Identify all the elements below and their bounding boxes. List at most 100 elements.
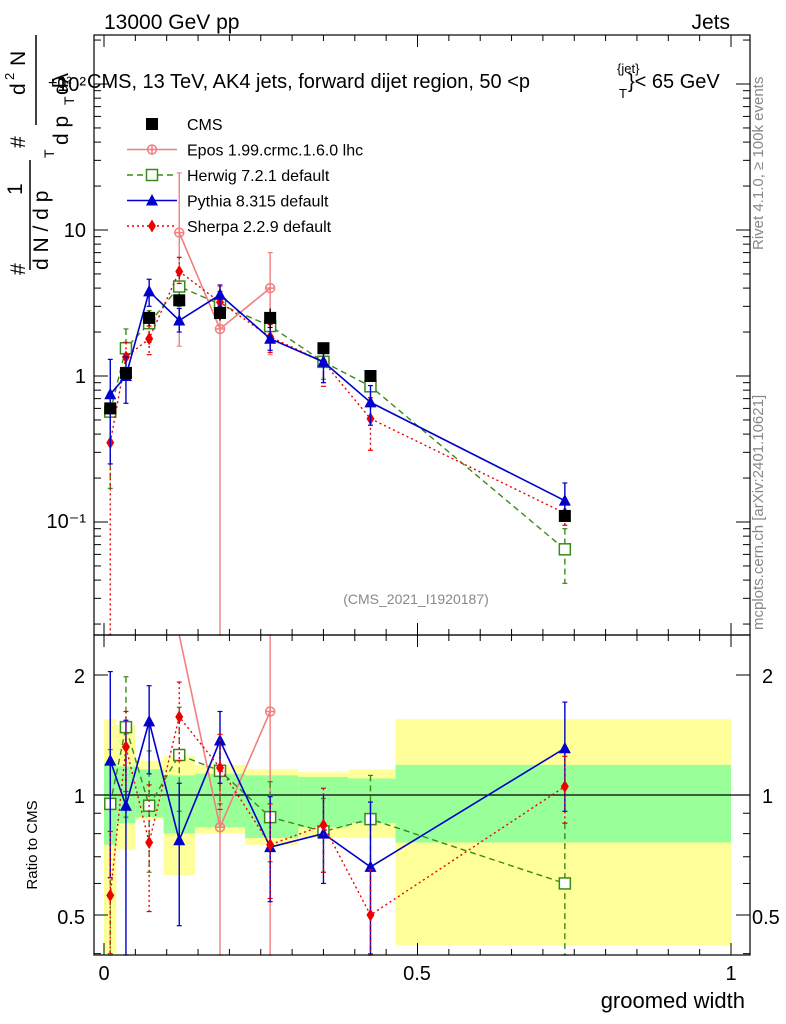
ylabel-part-4: #	[7, 136, 30, 148]
legend-label-sherpa: Sherpa 2.2.9 default	[187, 219, 332, 236]
legend-marker-epos	[146, 144, 158, 155]
legend-entry-cms: CMS	[146, 117, 223, 134]
ratio-marker-pythia-3	[173, 833, 186, 846]
plot-title-exp: +0²	[48, 75, 72, 92]
plot-title-sup: {jet}	[617, 61, 640, 76]
main-marker-epos-1	[214, 323, 226, 335]
plot-title-end: }< 65 GeV	[628, 71, 720, 93]
xtick-label-1: 0.5	[403, 963, 431, 985]
legend-label-cms: CMS	[187, 117, 223, 134]
ratio-marker-sherpa-4	[215, 761, 224, 775]
ytick-label-3: 10²	[57, 74, 86, 96]
main-marker-pythia-4	[213, 288, 226, 300]
main-marker-epos-0	[173, 227, 185, 238]
ylabel-part-6: T	[61, 96, 77, 105]
main-marker-cms-4	[213, 307, 226, 320]
legend: CMS Epos 1.99.crmc.1.6.0 lhc Herwig 7.2.1 …	[127, 117, 363, 236]
axis-ticks	[94, 35, 750, 955]
legend-entry-pythia: Pythia 8.315 default	[127, 194, 329, 211]
ratio-marker-sherpa-0	[106, 888, 115, 902]
legend-marker-sherpa	[148, 219, 156, 233]
xtick-label-2: 1	[725, 963, 736, 985]
ratio-marker-pythia-7	[364, 860, 377, 872]
main-marker-cms-7	[364, 370, 377, 382]
main-line-sherpa	[109, 270, 566, 514]
main-marker-cms-8	[558, 509, 571, 522]
main-marker-pythia-3	[173, 313, 186, 326]
main-ylabel: # 1 d N / d p T # d p T dλ d 2 N	[2, 35, 77, 275]
ylabel-part-5: d p	[50, 116, 73, 145]
legend-entry-sherpa: Sherpa 2.2.9 default	[127, 219, 332, 236]
plot-title-main: CMS, 13 TeV, AK4 jets, forward dijet reg…	[87, 71, 530, 93]
main-series-epos	[173, 172, 276, 636]
legend-label-pythia: Pythia 8.315 default	[187, 194, 329, 211]
main-marker-cms-1	[119, 366, 132, 379]
side-rivet-label: Rivet 4.1.0, ≥ 100k events	[750, 77, 767, 250]
ratio-ylabel: Ratio to CMS	[24, 800, 41, 889]
legend-entry-herwig: Herwig 7.2.1 default	[127, 168, 330, 185]
ylabel-part-3: T	[41, 149, 57, 158]
analysis-watermark: (CMS_2021_I1920187)	[343, 591, 489, 607]
ratio-marker-pythia-6	[317, 827, 330, 839]
legend-label-herwig: Herwig 7.2.1 default	[187, 168, 330, 185]
main-marker-pythia-7	[364, 395, 377, 408]
main-marker-epos-2	[264, 282, 276, 294]
main-marker-sherpa-2	[145, 332, 154, 346]
main-marker-pythia-2	[143, 284, 156, 297]
ylabel-part-1: 1	[4, 183, 27, 195]
header-right: Jets	[691, 11, 730, 34]
ratio-panel	[94, 634, 750, 956]
ylabel-part-7: dλ	[50, 72, 73, 95]
ytick-label-0: 10⁻¹	[47, 511, 87, 533]
header-left: 13000 GeV pp	[104, 11, 239, 34]
band-stat-5	[245, 775, 299, 839]
ylabel-part-0: #	[7, 263, 30, 275]
main-marker-cms-6	[317, 342, 330, 355]
main-marker-pythia-6	[317, 355, 330, 367]
ylabel-part-10: N	[7, 51, 30, 66]
band-stat-8	[395, 764, 731, 843]
ratio-ytick-left-0: 0.5	[57, 907, 85, 929]
main-marker-pythia-5	[264, 332, 277, 344]
ratio-marker-pythia-8	[558, 741, 571, 754]
main-marker-pythia-0	[104, 387, 117, 400]
ratio-marker-epos-1	[214, 822, 226, 833]
ratio-ytick-left-1: 1	[74, 786, 85, 808]
ratio-marker-herwig-8	[558, 877, 572, 890]
ratio-ytick-right-0: 0.5	[752, 907, 780, 929]
main-marker-herwig-3	[172, 280, 186, 293]
ratio-marker-pythia-1	[119, 799, 132, 811]
ratio-ytick-right-1: 1	[762, 786, 773, 808]
main-series-pythia	[104, 278, 571, 520]
ratio-marker-sherpa-2	[145, 836, 154, 850]
xtick-label-0: 0	[98, 963, 109, 985]
main-marker-cms-5	[264, 311, 277, 324]
main-marker-pythia-8	[558, 494, 571, 506]
ratio-marker-sherpa-3	[175, 710, 184, 724]
plot-title: +0² CMS, 13 TeV, AK4 jets, forward dijet…	[48, 61, 720, 101]
legend-marker-cms	[146, 118, 158, 130]
ratio-ytick-right-2: 2	[762, 666, 773, 688]
ratio-marker-sherpa-6	[319, 818, 328, 832]
legend-marker-herwig	[145, 168, 159, 182]
ratio-marker-pythia-0	[104, 754, 117, 766]
ylabel-part-9: 2	[2, 73, 17, 80]
plot-title-sub: T	[619, 86, 627, 101]
legend-entry-epos: Epos 1.99.crmc.1.6.0 lhc	[127, 143, 363, 160]
ratio-marker-sherpa-1	[121, 740, 130, 754]
ratio-marker-epos-2	[264, 706, 276, 717]
ratio-marker-pythia-2	[143, 714, 156, 727]
main-marker-cms-0	[104, 402, 117, 415]
ratio-marker-sherpa-8	[560, 780, 569, 794]
main-series-sherpa	[106, 256, 569, 636]
ytick-label-2: 10	[64, 220, 86, 242]
main-line-herwig	[109, 285, 566, 550]
main-series-cms	[104, 294, 571, 522]
main-series-herwig	[104, 272, 572, 584]
ylabel-part-8: d	[7, 83, 30, 95]
main-marker-sherpa-3	[175, 264, 184, 278]
side-mcplots-label: mcplots.cern.ch [arXiv:2401.10621]	[750, 395, 767, 630]
legend-marker-pythia	[146, 194, 158, 206]
main-marker-herwig-8	[558, 543, 572, 556]
